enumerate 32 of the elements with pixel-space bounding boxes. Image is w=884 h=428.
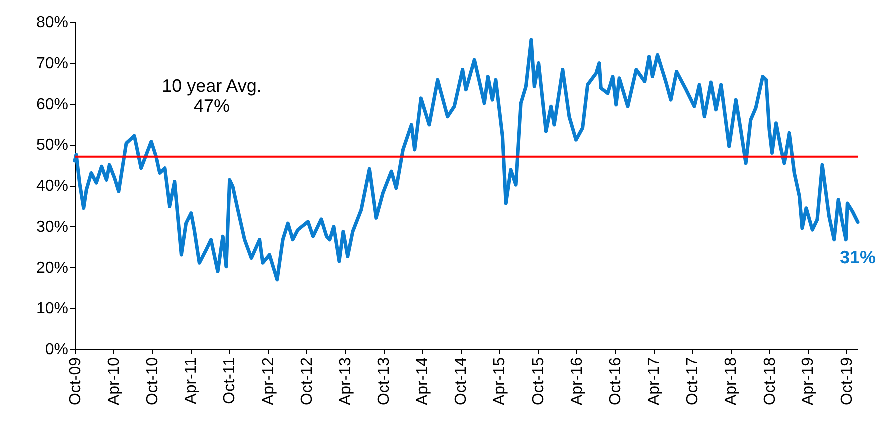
x-tick-label: Oct-11: [222, 357, 239, 404]
x-tick-label: Apr-13: [337, 357, 354, 406]
annotation: 31%: [840, 247, 876, 268]
y-tick-label: 30%: [36, 218, 68, 236]
y-tick-label: 20%: [36, 260, 68, 277]
x-tick-label: Apr-12: [260, 357, 278, 406]
x-tick-label: Oct-13: [376, 357, 394, 406]
x-tick-label: Oct-14: [453, 357, 470, 406]
y-tick-label: 50%: [36, 137, 68, 154]
y-tick-label: 80%: [36, 14, 68, 32]
x-tick-label: Apr-14: [414, 357, 432, 406]
x-tick-label: Apr-17: [646, 357, 664, 406]
y-tick-label: 10%: [36, 300, 68, 318]
y-tick-label: 60%: [36, 96, 68, 114]
x-tick-label: Apr-18: [723, 357, 740, 406]
y-tick-label: 0%: [45, 342, 68, 358]
x-tick-label: Oct-15: [530, 357, 548, 406]
x-tick-label: Oct-16: [608, 357, 625, 406]
x-tick-label: Oct-10: [144, 357, 162, 406]
x-tick-label: Apr-16: [568, 357, 586, 406]
y-tick-label: 70%: [36, 55, 68, 72]
x-tick-label: Apr-19: [800, 357, 818, 406]
x-tick-label: Apr-11: [183, 357, 200, 404]
x-tick-label: Oct-12: [299, 357, 316, 406]
x-tick-label: Oct-19: [838, 357, 856, 406]
x-tick-label: Oct-17: [684, 357, 702, 406]
x-tick-label: Apr-15: [492, 357, 509, 406]
x-tick-label: Oct-09: [68, 357, 84, 406]
ref-line-label: 10 year Avg. 47%: [162, 76, 262, 116]
y-tick-label: 40%: [36, 178, 68, 195]
x-tick-label: Oct-18: [762, 357, 779, 406]
x-tick-label: Apr-10: [106, 357, 123, 406]
